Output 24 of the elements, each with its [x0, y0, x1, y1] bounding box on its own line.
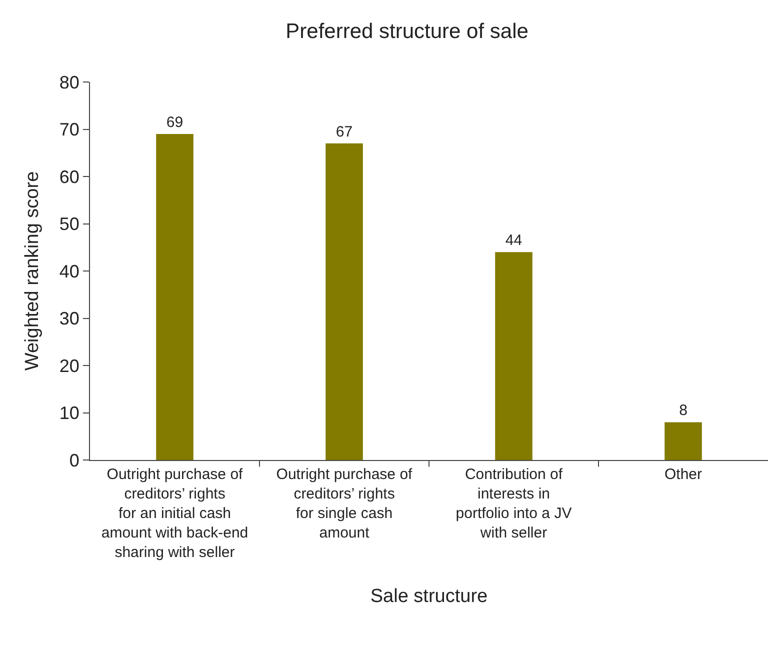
x-tick-label: Outright purchase of creditors’ rights for an initial cash amount with back-end sharing with seller [101, 466, 248, 561]
y-tick-label: 10 [59, 403, 80, 424]
chart-title: Preferred structure of sale [286, 20, 528, 43]
bar [664, 422, 702, 460]
data-label: 69 [166, 114, 184, 131]
x-axis-title: Sale structure [370, 586, 488, 607]
x-tick-label: Other [664, 466, 702, 483]
y-tick-label: 60 [59, 166, 80, 187]
y-tick-label: 30 [59, 308, 80, 329]
y-tick-label: 70 [59, 120, 80, 140]
y-tick-label: 80 [59, 72, 80, 92]
bar [156, 134, 194, 460]
x-tick-label: Outright purchase of creditors’ rights for single cash amount [276, 466, 414, 542]
x-tick-label: Contribution of interests in portfolio into a JV with seller [456, 466, 572, 542]
data-label: 8 [679, 402, 688, 420]
data-label: 44 [505, 232, 522, 250]
y-axis-title: Weighted ranking score [22, 171, 44, 371]
data-label: 67 [336, 123, 353, 140]
y-tick-label: 20 [59, 356, 80, 376]
bar [495, 252, 532, 460]
y-tick-label: 40 [59, 261, 80, 282]
bar [326, 143, 363, 460]
y-tick-label: 50 [59, 214, 80, 234]
y-tick-label: 0 [69, 450, 80, 470]
